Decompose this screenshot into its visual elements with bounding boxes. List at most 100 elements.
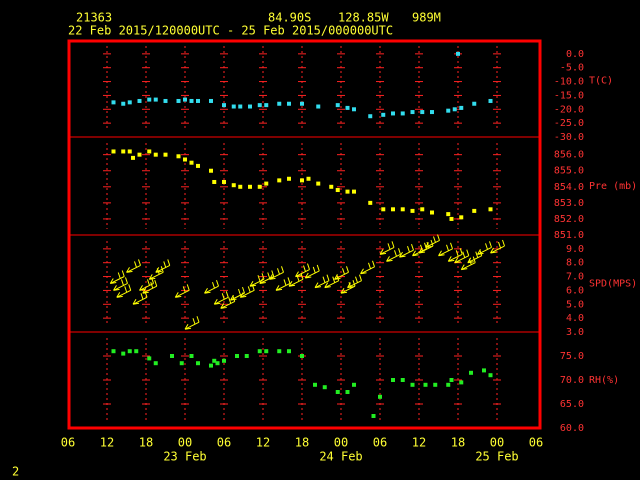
data-point [277,349,282,354]
data-point [488,98,493,103]
wind-barb [204,280,219,294]
y-tick-label: 70.0 [560,375,584,386]
y-axis-label: Pre (mb) [589,181,637,192]
wind-barb [295,263,310,278]
data-point [420,207,425,212]
y-axis-label: SPD(MPS) [589,279,637,290]
wind-barb [269,266,284,280]
data-point [131,155,135,160]
data-point [215,361,220,366]
wind-barb [142,280,158,294]
y-tick-label: -5.0 [560,63,584,74]
data-point [410,110,415,115]
data-point [482,368,486,373]
data-point [153,152,158,157]
wind-barb [148,266,164,280]
wind-barb [425,234,440,248]
wind-barb [213,291,229,305]
data-point [176,98,181,103]
data-point [231,104,236,109]
data-point [189,98,194,103]
data-point [456,51,460,56]
data-point [264,181,269,186]
wind-barb [447,248,463,262]
data-point [378,394,382,399]
data-point [127,100,132,105]
data-point [153,361,158,366]
data-point [238,184,243,189]
x-tick-label: 18 [451,436,465,450]
x-tick-label: 12 [412,436,426,450]
x-tick-label: 12 [256,436,270,450]
data-point [352,107,356,112]
date-label: 23 Feb [163,450,206,464]
x-tick-label: 18 [295,436,309,450]
data-point [345,189,350,194]
y-tick-label: 8.0 [566,258,584,269]
wind-barb [304,264,320,279]
x-tick-label: 18 [139,436,153,450]
wind-barb [230,286,245,301]
data-point [111,349,116,354]
data-point [345,105,350,110]
data-point [235,354,239,358]
x-tick-label: 06 [529,436,543,450]
data-point [335,103,340,108]
y-axis-label: T(C) [589,76,613,87]
data-point [306,176,311,181]
wind-barb [288,273,304,287]
data-point [277,101,282,106]
data-point [446,212,451,217]
data-point [238,104,243,109]
data-point [469,370,473,375]
date-label: 24 Feb [319,450,362,464]
data-point [459,380,464,385]
y-tick-label: 4.0 [566,313,584,324]
y-tick-label: -10.0 [554,77,584,88]
y-tick-label: 855.0 [554,166,584,177]
data-point [459,215,464,220]
wind-barb [239,284,255,298]
wind-barb [126,259,141,273]
data-point [222,103,226,108]
data-point [300,178,304,183]
data-point [121,101,126,106]
data-point [313,382,317,387]
data-point [257,184,262,189]
station-id: 21363 [76,11,112,25]
wind-barb [220,295,236,309]
y-tick-label: 6.0 [566,285,584,296]
wind-barb [340,280,356,294]
data-point [368,200,373,205]
data-point [189,354,194,358]
data-point [371,414,376,418]
wind-barb [314,274,330,289]
wind-barb [116,284,132,298]
data-point [163,98,168,103]
wind-barb [132,291,148,305]
data-point [244,354,249,358]
wind-barb [454,249,470,264]
data-point [212,179,217,184]
wind-barb [399,244,414,258]
data-point [381,207,386,212]
data-point [264,103,269,108]
wind-barb [259,270,275,284]
data-point [488,373,493,378]
data-point [368,114,373,119]
x-tick-label: 00 [178,436,192,450]
y-tick-label: 5.0 [566,299,584,310]
y-tick-label: 3.0 [566,327,584,338]
elevation: 989M [412,11,441,25]
data-point [381,112,386,117]
data-point [433,382,438,387]
data-point [352,382,356,387]
data-point [472,101,477,106]
y-tick-label: 75.0 [560,351,584,362]
x-tick-label: 00 [490,436,504,450]
data-point [222,358,226,363]
wind-barb [334,266,349,280]
data-point [430,210,434,215]
data-point [170,354,174,358]
data-point [183,157,187,162]
